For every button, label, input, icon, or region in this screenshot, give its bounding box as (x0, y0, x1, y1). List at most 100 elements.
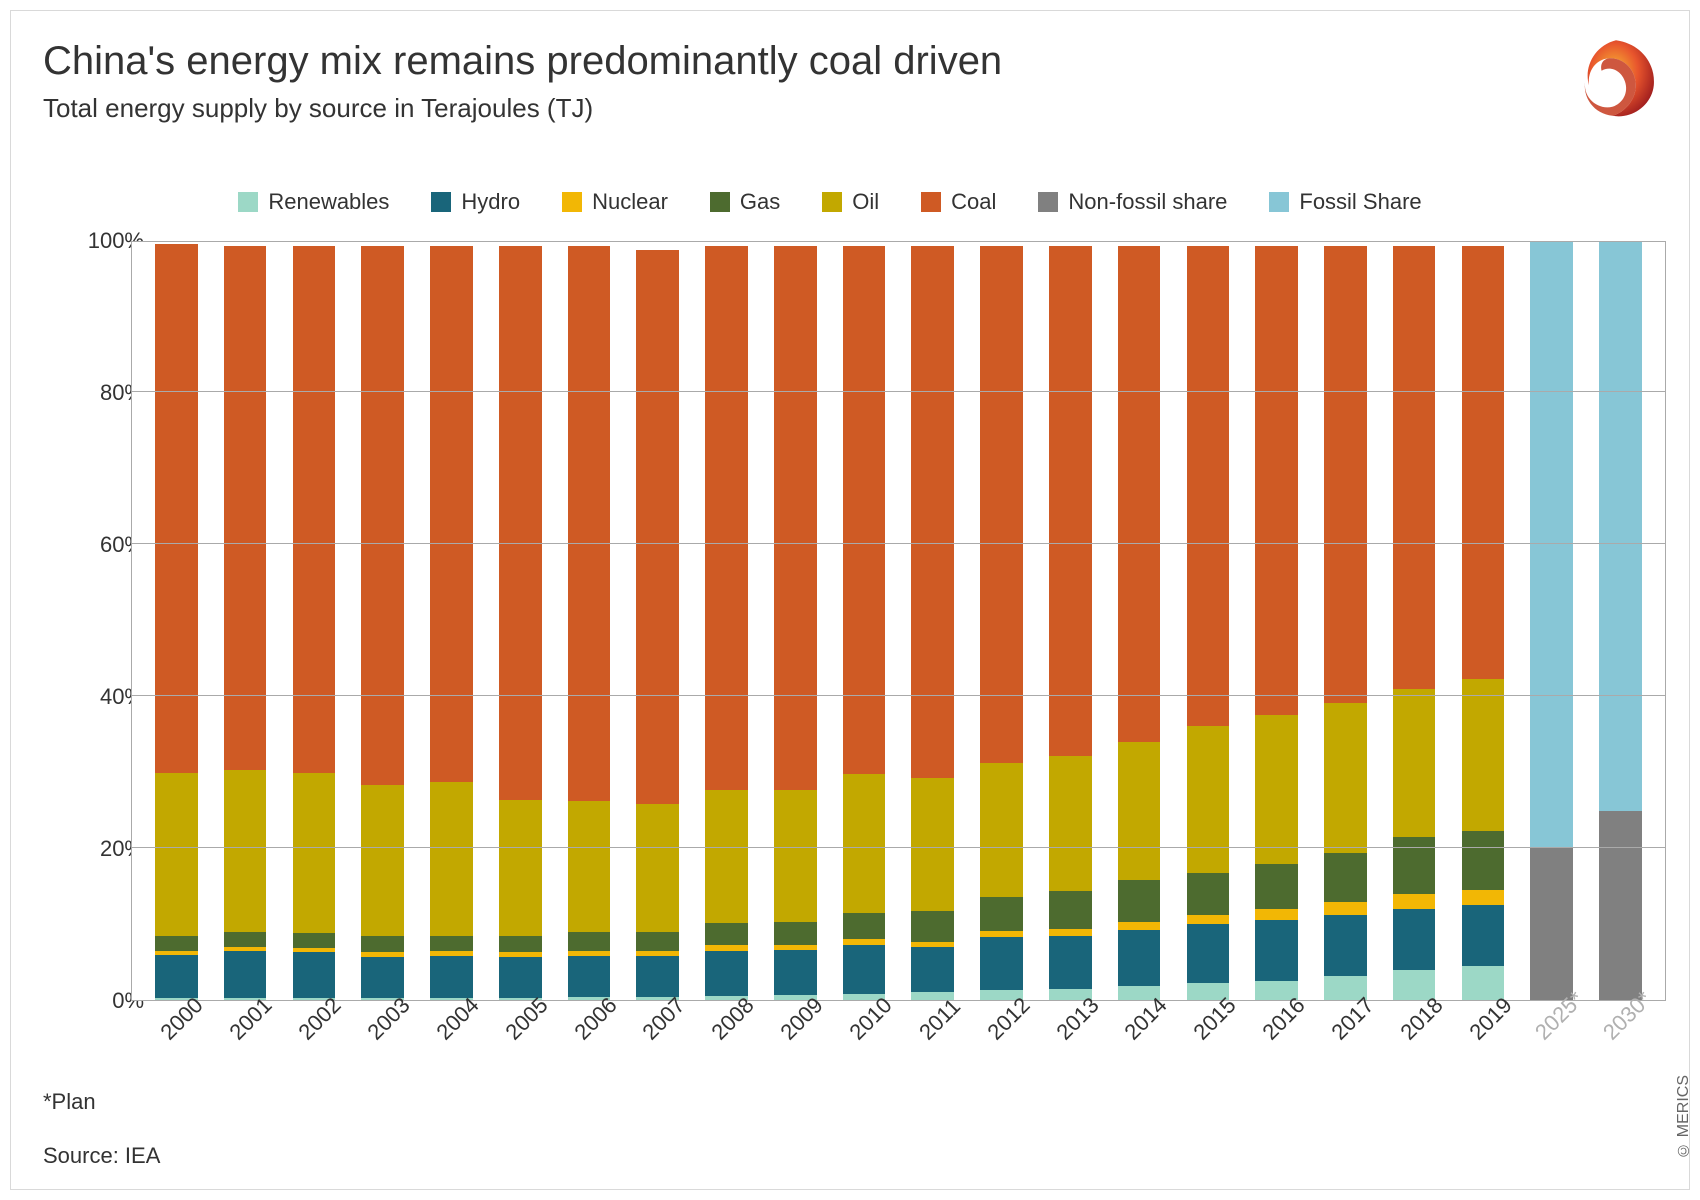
bar-segment-coal (361, 246, 404, 785)
stacked-bar (1393, 242, 1436, 1000)
x-tick-label: 2004 (416, 1011, 485, 1081)
bar-slot (417, 242, 486, 1000)
x-tick-label: 2016 (1243, 1011, 1312, 1081)
stacked-bar (774, 242, 817, 1000)
legend-swatch (822, 192, 842, 212)
bar-segment-nonfossil (1530, 848, 1573, 1000)
bar-slot (211, 242, 280, 1000)
x-tick-label: 2017 (1312, 1011, 1381, 1081)
bar-segment-gas (361, 936, 404, 951)
x-tick-label: 2010 (830, 1011, 899, 1081)
footnote-source: Source: IEA (43, 1143, 160, 1169)
bar-segment-gas (1255, 864, 1298, 909)
legend-swatch (1038, 192, 1058, 212)
bar-segment-nuclear (1118, 922, 1161, 930)
bar-segment-gas (499, 936, 542, 951)
bar-segment-gas (1118, 880, 1161, 922)
bar-segment-coal (568, 246, 611, 801)
grid-line (132, 543, 1665, 544)
stacked-bar (911, 242, 954, 1000)
bar-segment-oil (1118, 742, 1161, 881)
bar-slot (486, 242, 555, 1000)
bar-slot (623, 242, 692, 1000)
x-tick-label: 2019 (1449, 1011, 1518, 1081)
bar-segment-oil (499, 800, 542, 936)
legend-swatch (431, 192, 451, 212)
bar-slot (1517, 242, 1586, 1000)
bar-segment-nuclear (1324, 902, 1367, 915)
bar-segment-coal (430, 246, 473, 783)
bar-segment-nonfossil (1599, 811, 1642, 1001)
bar-segment-fossil (1599, 242, 1642, 811)
legend-label: Oil (852, 189, 879, 215)
bar-segment-coal (1462, 246, 1505, 680)
x-tick-label: 2002 (279, 1011, 348, 1081)
stacked-bar (980, 242, 1023, 1000)
bar-segment-coal (1049, 246, 1092, 756)
stacked-bar (361, 242, 404, 1000)
grid-line (132, 847, 1665, 848)
bar-slot (1380, 242, 1449, 1000)
bar-segment-hydro (224, 951, 267, 998)
bar-slot (898, 242, 967, 1000)
bar-segment-coal (1118, 246, 1161, 742)
bar-segment-oil (568, 801, 611, 932)
stacked-bar (293, 242, 336, 1000)
stacked-bar (1324, 242, 1367, 1000)
legend-label: Gas (740, 189, 780, 215)
stacked-bar (430, 242, 473, 1000)
bar-segment-nuclear (1187, 915, 1230, 924)
stacked-bar (705, 242, 748, 1000)
legend-label: Renewables (268, 189, 389, 215)
bar-segment-hydro (1462, 905, 1505, 966)
legend-item: Oil (822, 189, 879, 215)
x-tick-label: 2009 (761, 1011, 830, 1081)
credit-label: © MERICS (1675, 1075, 1693, 1159)
legend-swatch (921, 192, 941, 212)
legend-item: Nuclear (562, 189, 668, 215)
x-axis-labels: 2000200120022003200420052006200720082009… (131, 1011, 1666, 1081)
bar-slot (1105, 242, 1174, 1000)
x-tick-label: 2001 (210, 1011, 279, 1081)
bar-segment-oil (1187, 726, 1230, 873)
stacked-bar (155, 242, 198, 1000)
bar-segment-coal (774, 246, 817, 790)
bar-segment-gas (911, 911, 954, 941)
bar-segment-oil (980, 763, 1023, 897)
bar-slot (1242, 242, 1311, 1000)
legend-item: Hydro (431, 189, 520, 215)
legend-swatch (1269, 192, 1289, 212)
bar-slot (280, 242, 349, 1000)
x-tick-label: 2030* (1587, 1011, 1656, 1081)
bar-slot (1449, 242, 1518, 1000)
bar-segment-coal (155, 244, 198, 772)
bar-segment-gas (1462, 831, 1505, 890)
bar-segment-hydro (1187, 924, 1230, 983)
chart-title: China's energy mix remains predominantly… (43, 39, 1002, 84)
bar-segment-gas (1187, 873, 1230, 915)
bar-segment-oil (636, 804, 679, 931)
bar-segment-hydro (911, 947, 954, 992)
x-tick-label: 2015 (1174, 1011, 1243, 1081)
legend-item: Non-fossil share (1038, 189, 1227, 215)
x-tick-label: 2006 (554, 1011, 623, 1081)
bar-segment-oil (705, 790, 748, 923)
bar-segment-coal (980, 246, 1023, 763)
bar-slot (142, 242, 211, 1000)
bar-segment-hydro (1255, 920, 1298, 981)
bar-segment-gas (293, 933, 336, 948)
x-tick-label: 2018 (1380, 1011, 1449, 1081)
bar-segment-oil (1049, 756, 1092, 891)
bar-segment-oil (1462, 679, 1505, 831)
x-tick-label: 2005 (485, 1011, 554, 1081)
bar-segment-oil (1324, 703, 1367, 853)
bar-segment-hydro (705, 951, 748, 996)
legend-item: Coal (921, 189, 996, 215)
x-tick-label: 2011 (898, 1011, 967, 1081)
x-tick-label: 2000 (141, 1011, 210, 1081)
x-tick-label: 2003 (348, 1011, 417, 1081)
stacked-bar (1462, 242, 1505, 1000)
bar-segment-coal (1255, 246, 1298, 715)
stacked-bar (1049, 242, 1092, 1000)
bar-slot (1173, 242, 1242, 1000)
